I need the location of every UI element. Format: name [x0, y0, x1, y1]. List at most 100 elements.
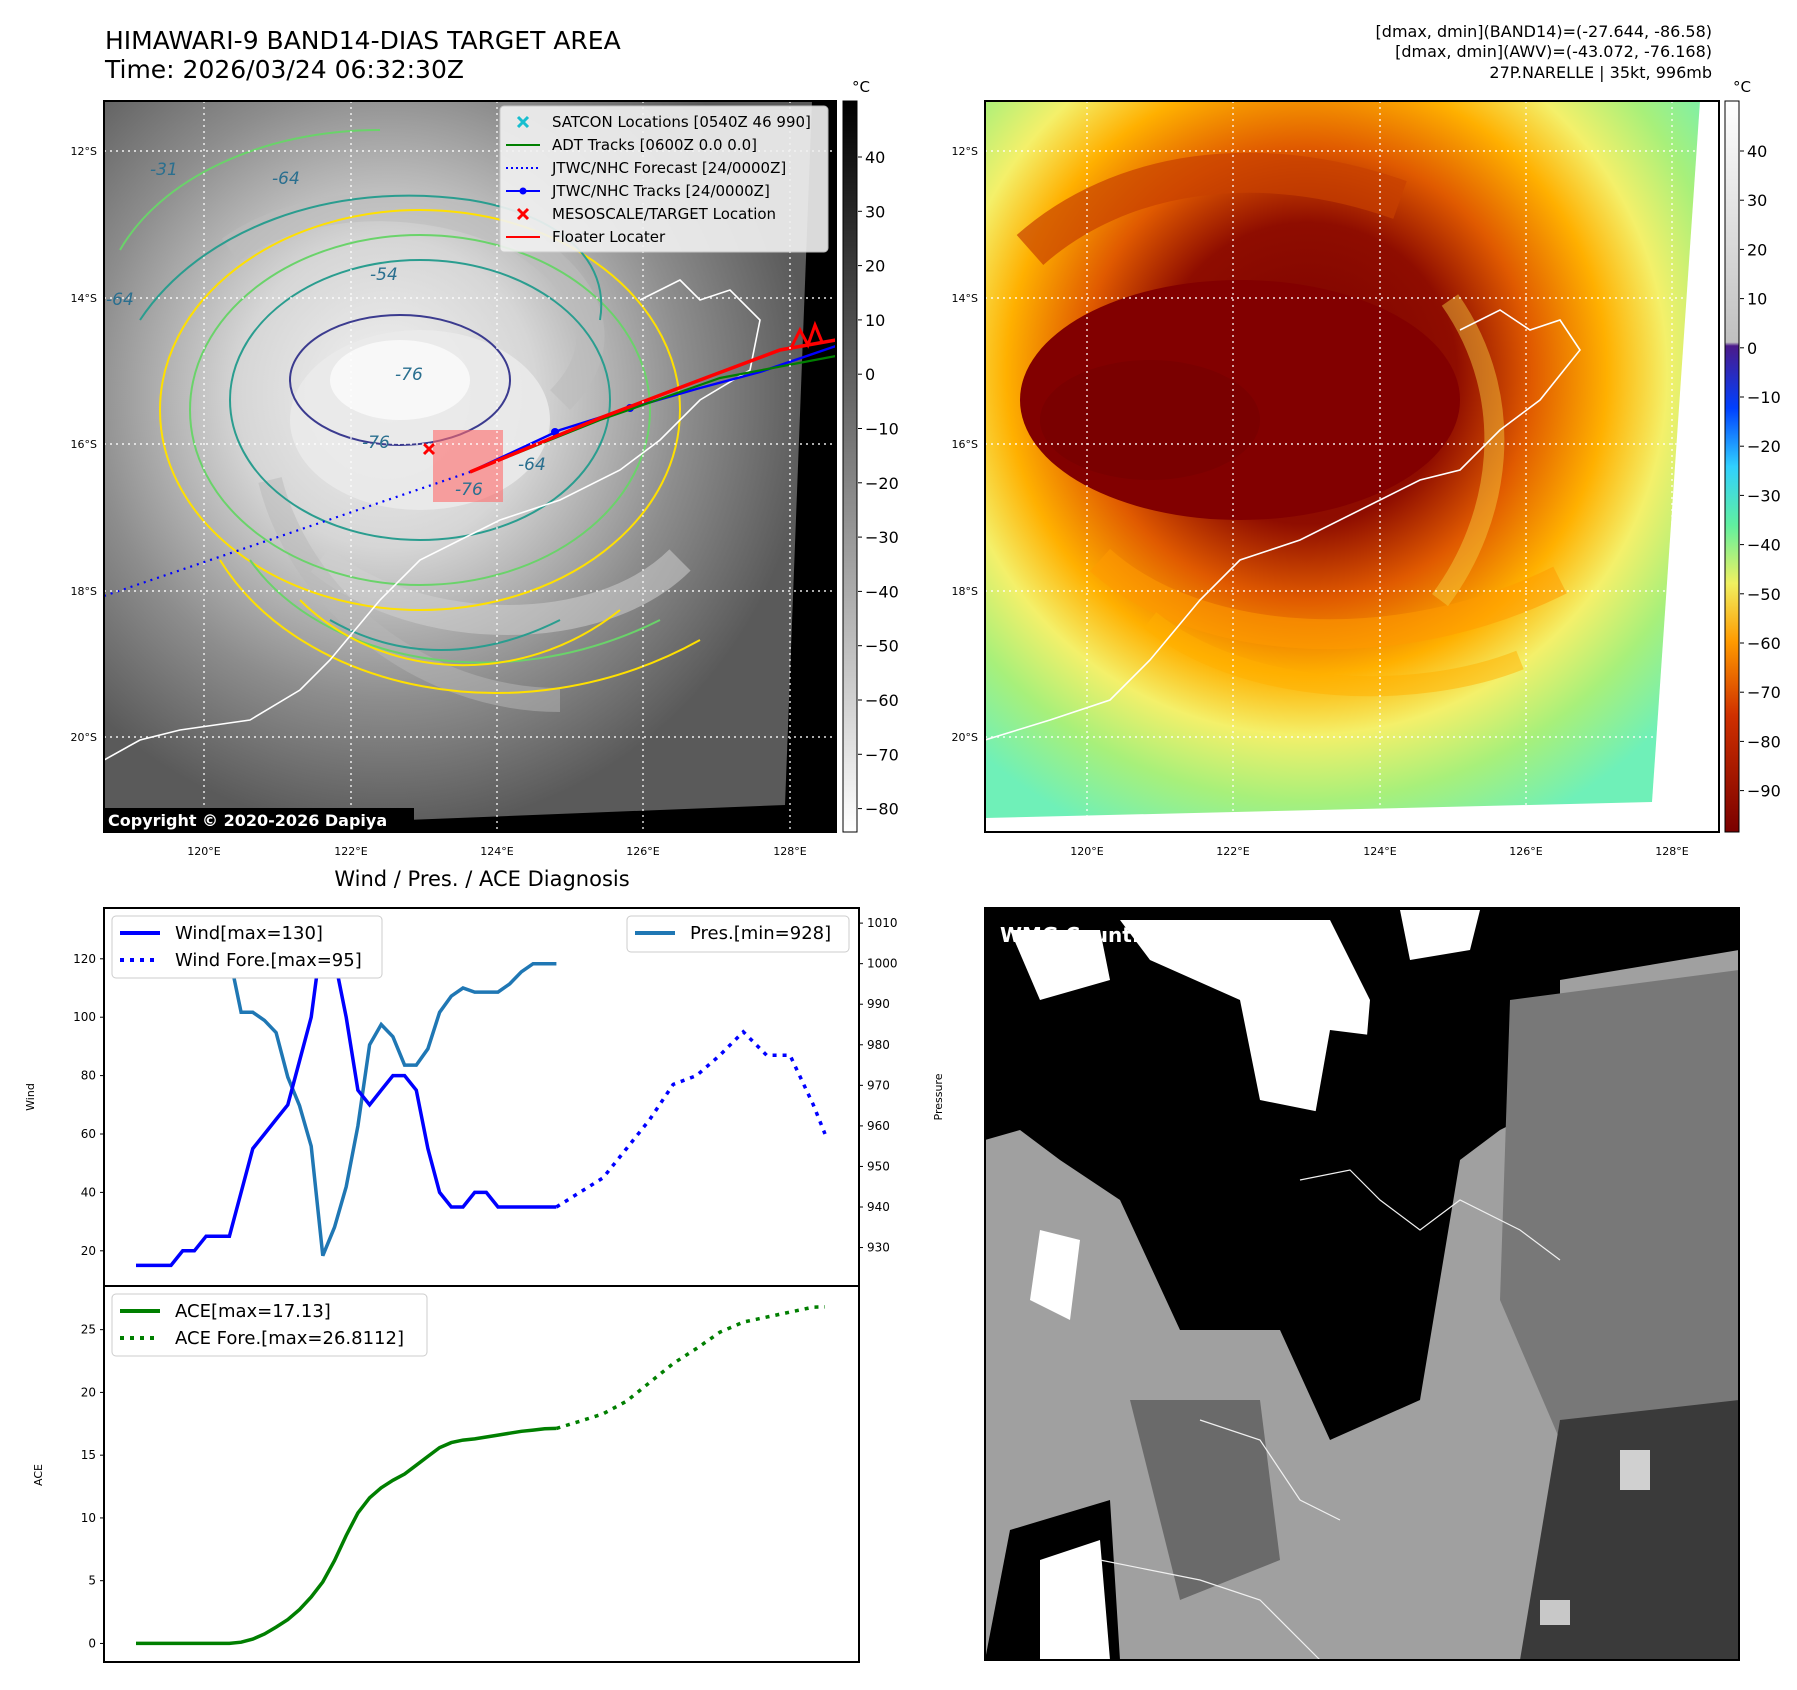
colorbar-tick: −20 — [865, 474, 899, 493]
colorbar-tick: 40 — [865, 148, 885, 167]
lon-tick: 128°E — [773, 845, 806, 858]
wind-legend: Wind[max=130] Wind Fore.[max=95] — [111, 915, 383, 979]
wmg-count: WMG Count: 0 — [1000, 923, 1161, 947]
ace-tick: 20 — [81, 1385, 96, 1399]
copyright-label: Copyright © 2020-2026 Dapiya — [108, 811, 387, 830]
lon-tick: 120°E — [1070, 845, 1103, 858]
ace-tick: 15 — [81, 1448, 96, 1462]
target-marker — [422, 442, 436, 456]
pressure-tick: 990 — [867, 997, 890, 1011]
colorbar-tick: −60 — [1747, 634, 1781, 653]
colorbar-tick: −30 — [865, 528, 899, 547]
lon-tick: 122°E — [1216, 845, 1249, 858]
colorbar-tick: 0 — [1747, 339, 1757, 358]
pressure-tick: 980 — [867, 1038, 890, 1052]
legend-wind: Wind[max=130] — [175, 923, 323, 944]
colorbar-tick: −70 — [865, 745, 899, 764]
colorbar-tick: −50 — [1747, 585, 1781, 604]
legend-label: ADT Tracks [0600Z 0.0 0.0] — [552, 136, 757, 154]
color-ir-map — [985, 101, 1719, 832]
legend-label: JTWC/NHC Tracks [24/0000Z] — [551, 182, 770, 200]
colorbar-tick: 10 — [865, 311, 885, 330]
colorbar-tick: 40 — [1747, 142, 1767, 161]
color-colorbar — [1724, 100, 1740, 833]
colorbar-tick: −90 — [1747, 782, 1781, 801]
wmg-panel — [985, 908, 1739, 1660]
colorbar-tick: −80 — [1747, 732, 1781, 751]
gray-colorbar-unit: °C — [852, 78, 870, 96]
chart-time: Time: 2026/03/24 06:32:30Z — [105, 55, 464, 84]
contour-label: -76 — [395, 365, 423, 385]
contour-label: -76 — [362, 433, 390, 453]
colorbar-tick: −50 — [865, 637, 899, 656]
wind-tick: 120 — [73, 952, 96, 966]
colorbar-tick: 0 — [865, 365, 875, 384]
ir-map-frame — [103, 100, 837, 833]
wind-tick: 60 — [81, 1127, 96, 1141]
color-colorbar-unit: °C — [1733, 78, 1751, 96]
storm-info: 27P.NARELLE | 35kt, 996mb — [1489, 63, 1712, 82]
ace-tick: 10 — [81, 1511, 96, 1525]
legend-item: Floater Locater — [506, 228, 666, 246]
floater-track — [469, 338, 836, 474]
wmg-frame — [984, 907, 1740, 1661]
pressure-tick: 940 — [867, 1200, 890, 1214]
colorbar-tick: −30 — [1747, 486, 1781, 505]
pressure-tick: 970 — [867, 1078, 890, 1092]
lon-tick: 126°E — [626, 845, 659, 858]
legend-ace-forecast: ACE Fore.[max=26.8112] — [175, 1328, 404, 1349]
colorbar-tick: 20 — [1747, 240, 1767, 259]
lat-tick: 14°S — [952, 292, 978, 305]
ir-map: -64 -64 -76 -76 -54 -31 -76 -64 — [104, 101, 836, 832]
forecast-track — [104, 470, 471, 598]
wind-tick: 100 — [73, 1010, 96, 1024]
lat-tick: 18°S — [952, 585, 978, 598]
colorbar-tick: −10 — [1747, 388, 1781, 407]
colorbar-tick: −10 — [865, 420, 899, 439]
legend-item: SATCON Locations [0540Z 46 990] — [516, 113, 811, 131]
colorbar-tick: 30 — [1747, 191, 1767, 210]
lat-tick: 16°S — [71, 438, 97, 451]
legend-item: ADT Tracks [0600Z 0.0 0.0] — [506, 136, 757, 154]
contour-label: -64 — [272, 169, 300, 189]
colorbar-tick: 10 — [1747, 290, 1767, 309]
colorbar-tick: −60 — [865, 691, 899, 710]
lat-tick: 14°S — [71, 292, 97, 305]
contour-label: -31 — [150, 160, 178, 180]
pressure-tick: 1010 — [867, 916, 898, 930]
chart-title: HIMAWARI-9 BAND14-DIAS TARGET AREA — [105, 26, 621, 55]
ace-tick: 0 — [88, 1636, 96, 1650]
legend-item: MESOSCALE/TARGET Location — [516, 205, 776, 223]
contour-label: -64 — [518, 455, 546, 475]
gray-colorbar — [842, 100, 858, 833]
colorbar-tick: −20 — [1747, 437, 1781, 456]
stats-awv: [dmax, dmin](AWV)=(-43.072, -76.168) — [1395, 42, 1712, 61]
pressure-tick: 950 — [867, 1159, 890, 1173]
wind-tick: 20 — [81, 1244, 96, 1258]
legend-item: JTWC/NHC Forecast [24/0000Z] — [506, 159, 786, 177]
wind-series — [136, 922, 557, 1268]
legend-pressure: Pres.[min=928] — [690, 923, 831, 944]
diagnosis-title: Wind / Pres. / ACE Diagnosis — [334, 867, 629, 891]
ace-forecast-series — [555, 1305, 826, 1431]
map-legend: SATCON Locations [0540Z 46 990] ADT Track… — [499, 105, 829, 253]
ace-legend: ACE[max=17.13] ACE Fore.[max=26.8112] — [111, 1293, 428, 1357]
lon-tick: 124°E — [480, 845, 513, 858]
lat-tick: 20°S — [952, 731, 978, 744]
legend-label: Floater Locater — [552, 228, 666, 246]
legend-label: MESOSCALE/TARGET Location — [552, 205, 776, 223]
legend-label: JTWC/NHC Forecast [24/0000Z] — [551, 159, 786, 177]
color-ir-map-frame — [984, 100, 1720, 833]
contour-label: -54 — [370, 265, 398, 285]
colorbar-tick: 20 — [865, 257, 885, 276]
legend-wind-forecast: Wind Fore.[max=95] — [175, 950, 362, 971]
colorbar-tick: −80 — [865, 800, 899, 819]
legend-label: SATCON Locations [0540Z 46 990] — [552, 113, 811, 131]
lon-tick: 124°E — [1363, 845, 1396, 858]
lon-tick: 128°E — [1655, 845, 1688, 858]
ace-axis-label: ACE — [32, 1464, 45, 1486]
pressure-axis-label: Pressure — [932, 1073, 945, 1120]
lon-tick: 120°E — [187, 845, 220, 858]
lat-tick: 18°S — [71, 585, 97, 598]
wind-axis-label: Wind — [24, 1083, 37, 1111]
